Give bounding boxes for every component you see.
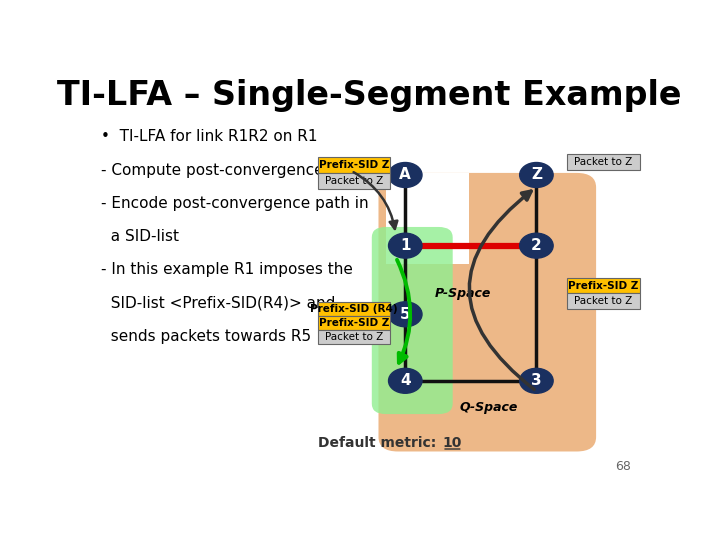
Text: Packet to Z: Packet to Z	[325, 176, 383, 186]
Text: SID-list <Prefix-SID(R4)> and: SID-list <Prefix-SID(R4)> and	[101, 295, 336, 310]
FancyBboxPatch shape	[567, 154, 639, 170]
Text: Prefix-SID (R4): Prefix-SID (R4)	[310, 304, 397, 314]
FancyBboxPatch shape	[386, 173, 469, 265]
Circle shape	[520, 233, 553, 258]
Text: •  TI-LFA for link R1R2 on R1: • TI-LFA for link R1R2 on R1	[101, 129, 318, 144]
FancyBboxPatch shape	[567, 294, 639, 309]
FancyBboxPatch shape	[318, 316, 390, 330]
Text: 4: 4	[400, 373, 410, 388]
Text: Packet to Z: Packet to Z	[575, 157, 632, 167]
Text: Default metric:: Default metric:	[318, 436, 441, 450]
Text: A: A	[400, 167, 411, 183]
Text: Prefix-SID Z: Prefix-SID Z	[319, 318, 389, 328]
Text: Packet to Z: Packet to Z	[325, 332, 383, 342]
Text: 10: 10	[442, 436, 462, 450]
Text: 3: 3	[531, 373, 541, 388]
Text: - Encode post-convergence path in: - Encode post-convergence path in	[101, 196, 369, 211]
Text: 1: 1	[400, 238, 410, 253]
Text: a SID-list: a SID-list	[101, 229, 179, 244]
Text: TI-LFA – Single-Segment Example: TI-LFA – Single-Segment Example	[57, 79, 681, 112]
Circle shape	[389, 233, 422, 258]
Text: Packet to Z: Packet to Z	[575, 296, 632, 306]
Text: P-Space: P-Space	[434, 287, 490, 300]
Circle shape	[389, 368, 422, 393]
Text: Z: Z	[531, 167, 542, 183]
FancyBboxPatch shape	[318, 157, 390, 173]
Text: 5: 5	[400, 307, 410, 322]
FancyBboxPatch shape	[318, 173, 390, 188]
FancyBboxPatch shape	[318, 302, 390, 316]
Circle shape	[520, 163, 553, 187]
Text: sends packets towards R5: sends packets towards R5	[101, 329, 311, 344]
FancyBboxPatch shape	[372, 227, 453, 414]
Text: - In this example R1 imposes the: - In this example R1 imposes the	[101, 262, 353, 278]
Text: 68: 68	[616, 460, 631, 473]
Text: Q-Space: Q-Space	[460, 401, 518, 414]
FancyBboxPatch shape	[318, 330, 390, 344]
FancyBboxPatch shape	[567, 278, 639, 294]
Text: Prefix-SID Z: Prefix-SID Z	[319, 160, 389, 170]
Circle shape	[520, 368, 553, 393]
Text: 2: 2	[531, 238, 541, 253]
Circle shape	[389, 302, 422, 327]
Circle shape	[389, 163, 422, 187]
FancyBboxPatch shape	[379, 173, 596, 451]
Text: - Compute post-convergence SPT: - Compute post-convergence SPT	[101, 163, 357, 178]
Text: Prefix-SID Z: Prefix-SID Z	[568, 281, 639, 291]
